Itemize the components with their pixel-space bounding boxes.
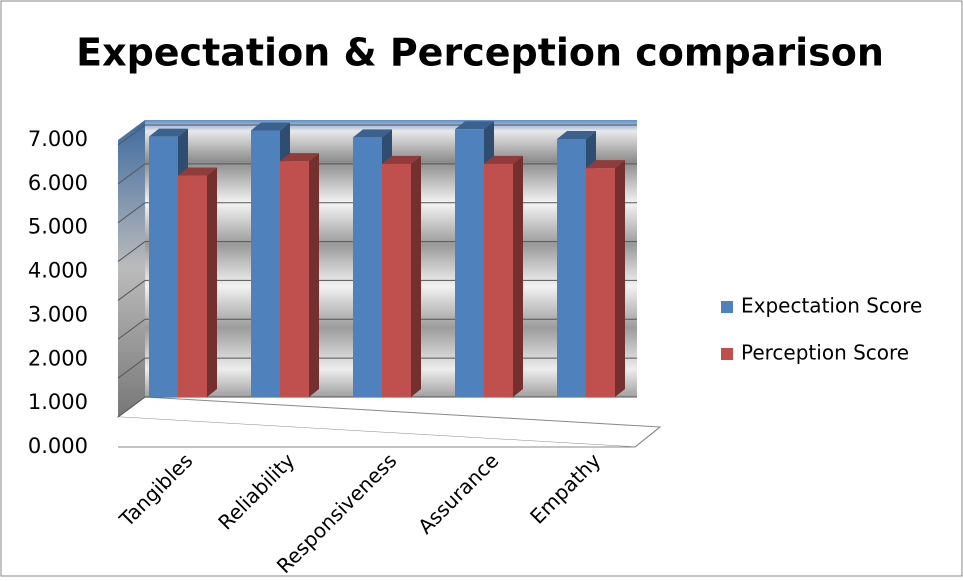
floor-front [118,417,635,447]
legend-label: Perception Score [741,341,909,365]
y-tick-label: 0.000 [28,434,88,458]
y-tick-label: 3.000 [28,302,88,326]
legend-swatch [721,348,733,360]
bar-side [411,155,421,397]
bar [178,167,217,397]
bar-top [280,153,319,162]
grid-line [117,318,146,340]
grid-line [117,280,146,301]
bar-top [149,128,188,137]
y-tick-label: 7.000 [28,127,88,151]
legend-label: Expectation Score [741,294,922,318]
grid-line [117,241,146,262]
bar [484,155,523,397]
bar-side [513,155,523,397]
side-wall [118,120,145,417]
legend-swatch [721,301,733,313]
chart-title: Expectation & Perception comparison [76,31,884,75]
bar-face [251,130,280,397]
bar-top [455,121,494,130]
bar-side [309,153,319,397]
bar-face [455,129,484,397]
bar-top [557,130,596,139]
bar-face [382,163,411,397]
bar-face [557,138,586,397]
bar-face [280,161,309,397]
bar-face [484,163,513,397]
bar-top [382,155,421,164]
bar-side [207,167,217,397]
y-tick-label: 6.000 [28,171,88,195]
bar [382,155,421,397]
y-tick-label: 4.000 [28,259,88,283]
grid-line [117,357,146,379]
bar-face [353,137,382,398]
bar-top [178,167,217,176]
bar-top [484,155,523,164]
bar-side [615,160,625,397]
bar-face [178,175,207,397]
y-tick-label: 1.000 [28,390,88,414]
bar [280,153,319,397]
grid-line [117,163,146,185]
bar-face [149,136,178,397]
grid-line [117,396,146,418]
y-tick-label: 5.000 [28,215,88,239]
bar-top [353,129,392,138]
bar [586,160,625,397]
grid-line [117,202,146,224]
floor-edge [634,426,661,448]
grid-line [117,124,146,146]
bar-face [586,168,615,397]
bar-top [251,122,290,131]
y-tick-label: 2.000 [28,346,88,370]
bar-top [586,160,625,169]
